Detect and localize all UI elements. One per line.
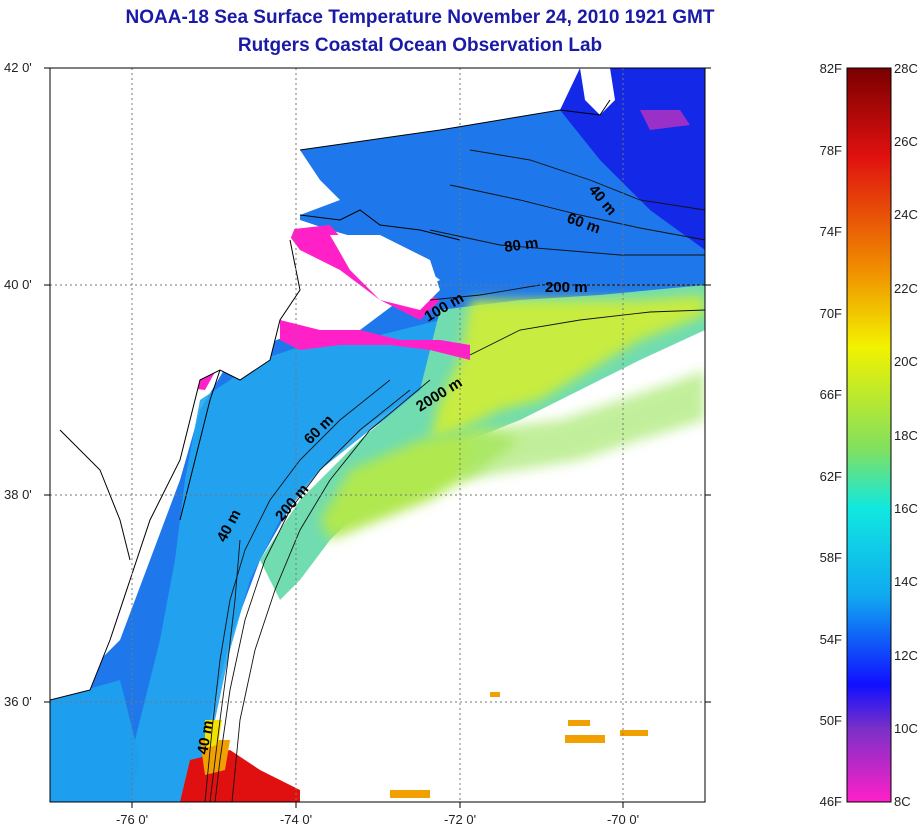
isobath-label: 80 m [503, 234, 539, 256]
cb-c-label: 22C [894, 281, 918, 296]
lon-label: -72 0' [444, 812, 476, 827]
latitude-labels: 42 0' 40 0' 38 0' 36 0' [4, 60, 32, 709]
colorbar-fahrenheit-labels: 82F 78F 74F 70F 66F 62F 58F 54F 50F 46F [820, 61, 842, 809]
cb-f-label: 66F [820, 387, 842, 402]
frame-ticks [44, 67, 711, 808]
graticule [50, 68, 705, 802]
cb-c-label: 26C [894, 134, 918, 149]
cb-f-label: 70F [820, 306, 842, 321]
cb-f-label: 50F [820, 713, 842, 728]
cb-c-label: 28C [894, 61, 918, 76]
colorbar-celsius-labels: 28C 26C 24C 22C 20C 18C 16C 14C 12C 10C … [894, 61, 918, 809]
map-subtitle: Rutgers Coastal Ocean Observation Lab [237, 35, 603, 56]
lat-label: 42 0' [4, 60, 32, 75]
lat-label: 40 0' [4, 277, 32, 292]
longitude-labels: -76 0' -74 0' -72 0' -70 0' [116, 812, 639, 827]
cb-c-label: 10C [894, 721, 918, 736]
cb-c-label: 18C [894, 428, 918, 443]
isobath-label: 40 m [194, 719, 217, 756]
cb-c-label: 12C [894, 648, 918, 663]
cb-c-label: 24C [894, 207, 918, 222]
cb-c-label: 16C [894, 501, 918, 516]
cb-f-label: 74F [820, 224, 842, 239]
map-frame [49, 67, 706, 803]
cb-f-label: 62F [820, 469, 842, 484]
map-title: NOAA-18 Sea Surface Temperature November… [125, 7, 715, 28]
cb-f-label: 82F [820, 61, 842, 76]
lon-label: -76 0' [116, 812, 148, 827]
lon-label: -74 0' [280, 812, 312, 827]
sst-field [50, 68, 705, 802]
colorbar [846, 67, 892, 803]
lat-label: 36 0' [4, 694, 32, 709]
isobath-label: 200 m [545, 279, 588, 296]
cb-c-label: 14C [894, 574, 918, 589]
cb-c-label: 8C [894, 794, 911, 809]
lon-label: -70 0' [607, 812, 639, 827]
lat-label: 38 0' [4, 487, 32, 502]
cb-f-label: 54F [820, 632, 842, 647]
cb-f-label: 78F [820, 143, 842, 158]
cb-c-label: 20C [894, 354, 918, 369]
cb-f-label: 46F [820, 794, 842, 809]
cb-f-label: 58F [820, 550, 842, 565]
